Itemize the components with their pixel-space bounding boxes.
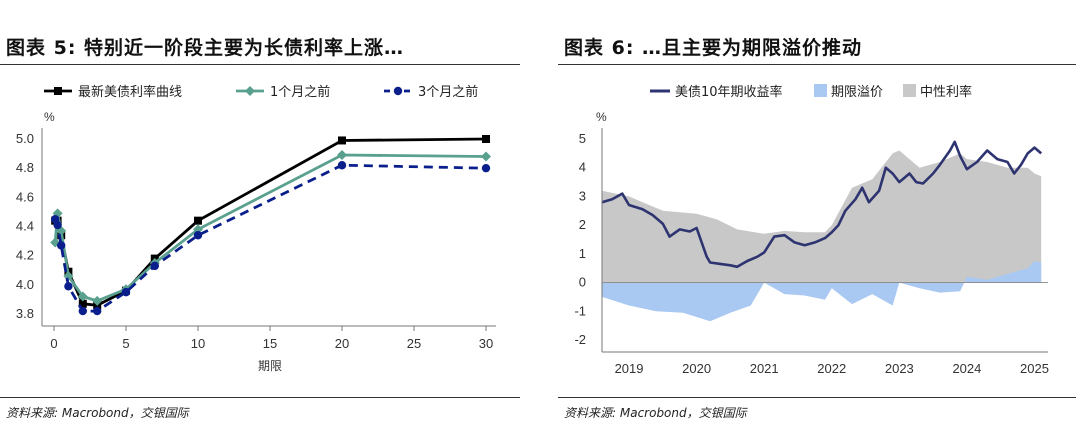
yield-curve-chart: % 3.8 4.0 4.2 4.4 4.6 4.8 5.0 0 5 10 15 20 25 30 期限 最新美债… xyxy=(16,84,496,373)
y-tick-label: 3.8 xyxy=(16,306,34,321)
series-line xyxy=(55,137,487,307)
legend-label: 1个月之前 xyxy=(270,84,330,100)
legend-label: 美债10年期收益率 xyxy=(675,84,783,100)
data-point xyxy=(337,150,347,161)
x-tick-label: 25 xyxy=(407,336,421,351)
series-line xyxy=(53,163,487,313)
x-tick-label: 2019 xyxy=(615,361,644,376)
series xyxy=(50,150,491,306)
x-tick-label: 5 xyxy=(122,336,129,351)
x-tick-label: 0 xyxy=(50,336,57,351)
x-tick-label: 10 xyxy=(191,336,205,351)
y-tick-label: -2 xyxy=(574,332,586,347)
data-point xyxy=(57,241,66,250)
data-point xyxy=(121,287,131,297)
y-tick-label: 0 xyxy=(579,275,586,290)
legend-marker xyxy=(245,86,255,96)
data-point xyxy=(93,306,102,316)
y-tick-label: 1 xyxy=(579,246,586,261)
y-tick-label: -1 xyxy=(574,303,586,318)
x-tick-label: 2021 xyxy=(750,361,779,376)
y-tick-label: 5.0 xyxy=(16,131,34,146)
legend-label: 中性利率 xyxy=(920,84,972,100)
chart-panel-right: 图表 6: …且主要为期限溢价推动 % -2 -1 0 1 2 3 4 5 2019 2020 202… xyxy=(558,0,1080,429)
series xyxy=(50,161,491,316)
data-point xyxy=(64,282,73,291)
data-point xyxy=(77,291,88,302)
chart-title: 图表 5: 特别近一阶段主要为长债利率上涨… xyxy=(6,37,405,59)
y-tick-label: 4.4 xyxy=(16,219,34,234)
y-tick-label: 2 xyxy=(579,217,586,232)
data-point xyxy=(481,163,491,173)
data-point xyxy=(92,295,103,306)
legend-swatch xyxy=(903,84,916,97)
data-point xyxy=(53,220,62,230)
data-point xyxy=(482,135,490,143)
title-rule xyxy=(0,64,520,65)
ten-year-yield-line xyxy=(601,140,1043,269)
x-tick-label: 2023 xyxy=(885,361,914,376)
data-point xyxy=(194,216,202,225)
y-tick-label: 3 xyxy=(579,188,586,203)
chart-title: 图表 6: …且主要为期限溢价推动 xyxy=(564,37,863,59)
series xyxy=(51,135,490,310)
y-tick-label: 4.2 xyxy=(16,248,34,263)
chart-source: 资料来源: Macrobond，交银国际 xyxy=(564,406,747,420)
chart-panel-left: 图表 5: 特别近一阶段主要为长债利率上涨… % 3.8 4.0 4.2 4.4 4.6 4… xyxy=(0,0,525,429)
data-point xyxy=(150,261,159,271)
data-point xyxy=(193,231,203,240)
data-point xyxy=(337,161,347,170)
y-axis-unit: % xyxy=(44,110,55,124)
legend-marker xyxy=(393,86,403,96)
neutral-rate-area xyxy=(602,150,1042,283)
legend-swatch xyxy=(814,84,827,97)
data-point xyxy=(78,299,87,308)
y-tick-label: 4.0 xyxy=(16,277,34,292)
x-tick-label: 20 xyxy=(335,336,349,351)
legend: 最新美债利率曲线 1个月之前 3个月之前 xyxy=(44,84,478,100)
source-rule xyxy=(558,397,1076,398)
x-tick-label: 2020 xyxy=(682,361,711,376)
legend-label: 3个月之前 xyxy=(418,84,478,100)
legend: 美债10年期收益率 期限溢价 中性利率 xyxy=(650,84,972,100)
x-tick-label: 2022 xyxy=(817,361,846,376)
x-tick-label: 2024 xyxy=(952,361,981,376)
x-tick-label: 15 xyxy=(263,336,277,351)
data-point xyxy=(481,151,491,162)
data-point xyxy=(78,306,88,316)
title-rule xyxy=(558,64,1076,65)
term-premium-chart: % -2 -1 0 1 2 3 4 5 2019 2020 2021 2022 2023 2024 2025 美… xyxy=(574,84,1049,376)
x-axis-label: 期限 xyxy=(258,359,282,373)
legend-label: 期限溢价 xyxy=(831,85,883,100)
x-tick-label: 2025 xyxy=(1020,361,1049,376)
y-axis-unit: % xyxy=(596,110,607,124)
series-line xyxy=(53,153,487,303)
source-rule xyxy=(0,397,520,398)
term-premium-area xyxy=(602,261,1042,322)
legend-label: 最新美债利率曲线 xyxy=(78,84,182,100)
y-tick-label: 4 xyxy=(579,160,586,175)
x-tick-label: 30 xyxy=(479,336,493,351)
data-point xyxy=(338,136,346,145)
chart-source: 资料来源: Macrobond，交银国际 xyxy=(6,406,189,420)
y-tick-label: 5 xyxy=(579,131,586,146)
legend-marker xyxy=(54,87,62,95)
y-tick-label: 4.8 xyxy=(16,160,34,175)
y-tick-label: 4.6 xyxy=(16,189,34,204)
